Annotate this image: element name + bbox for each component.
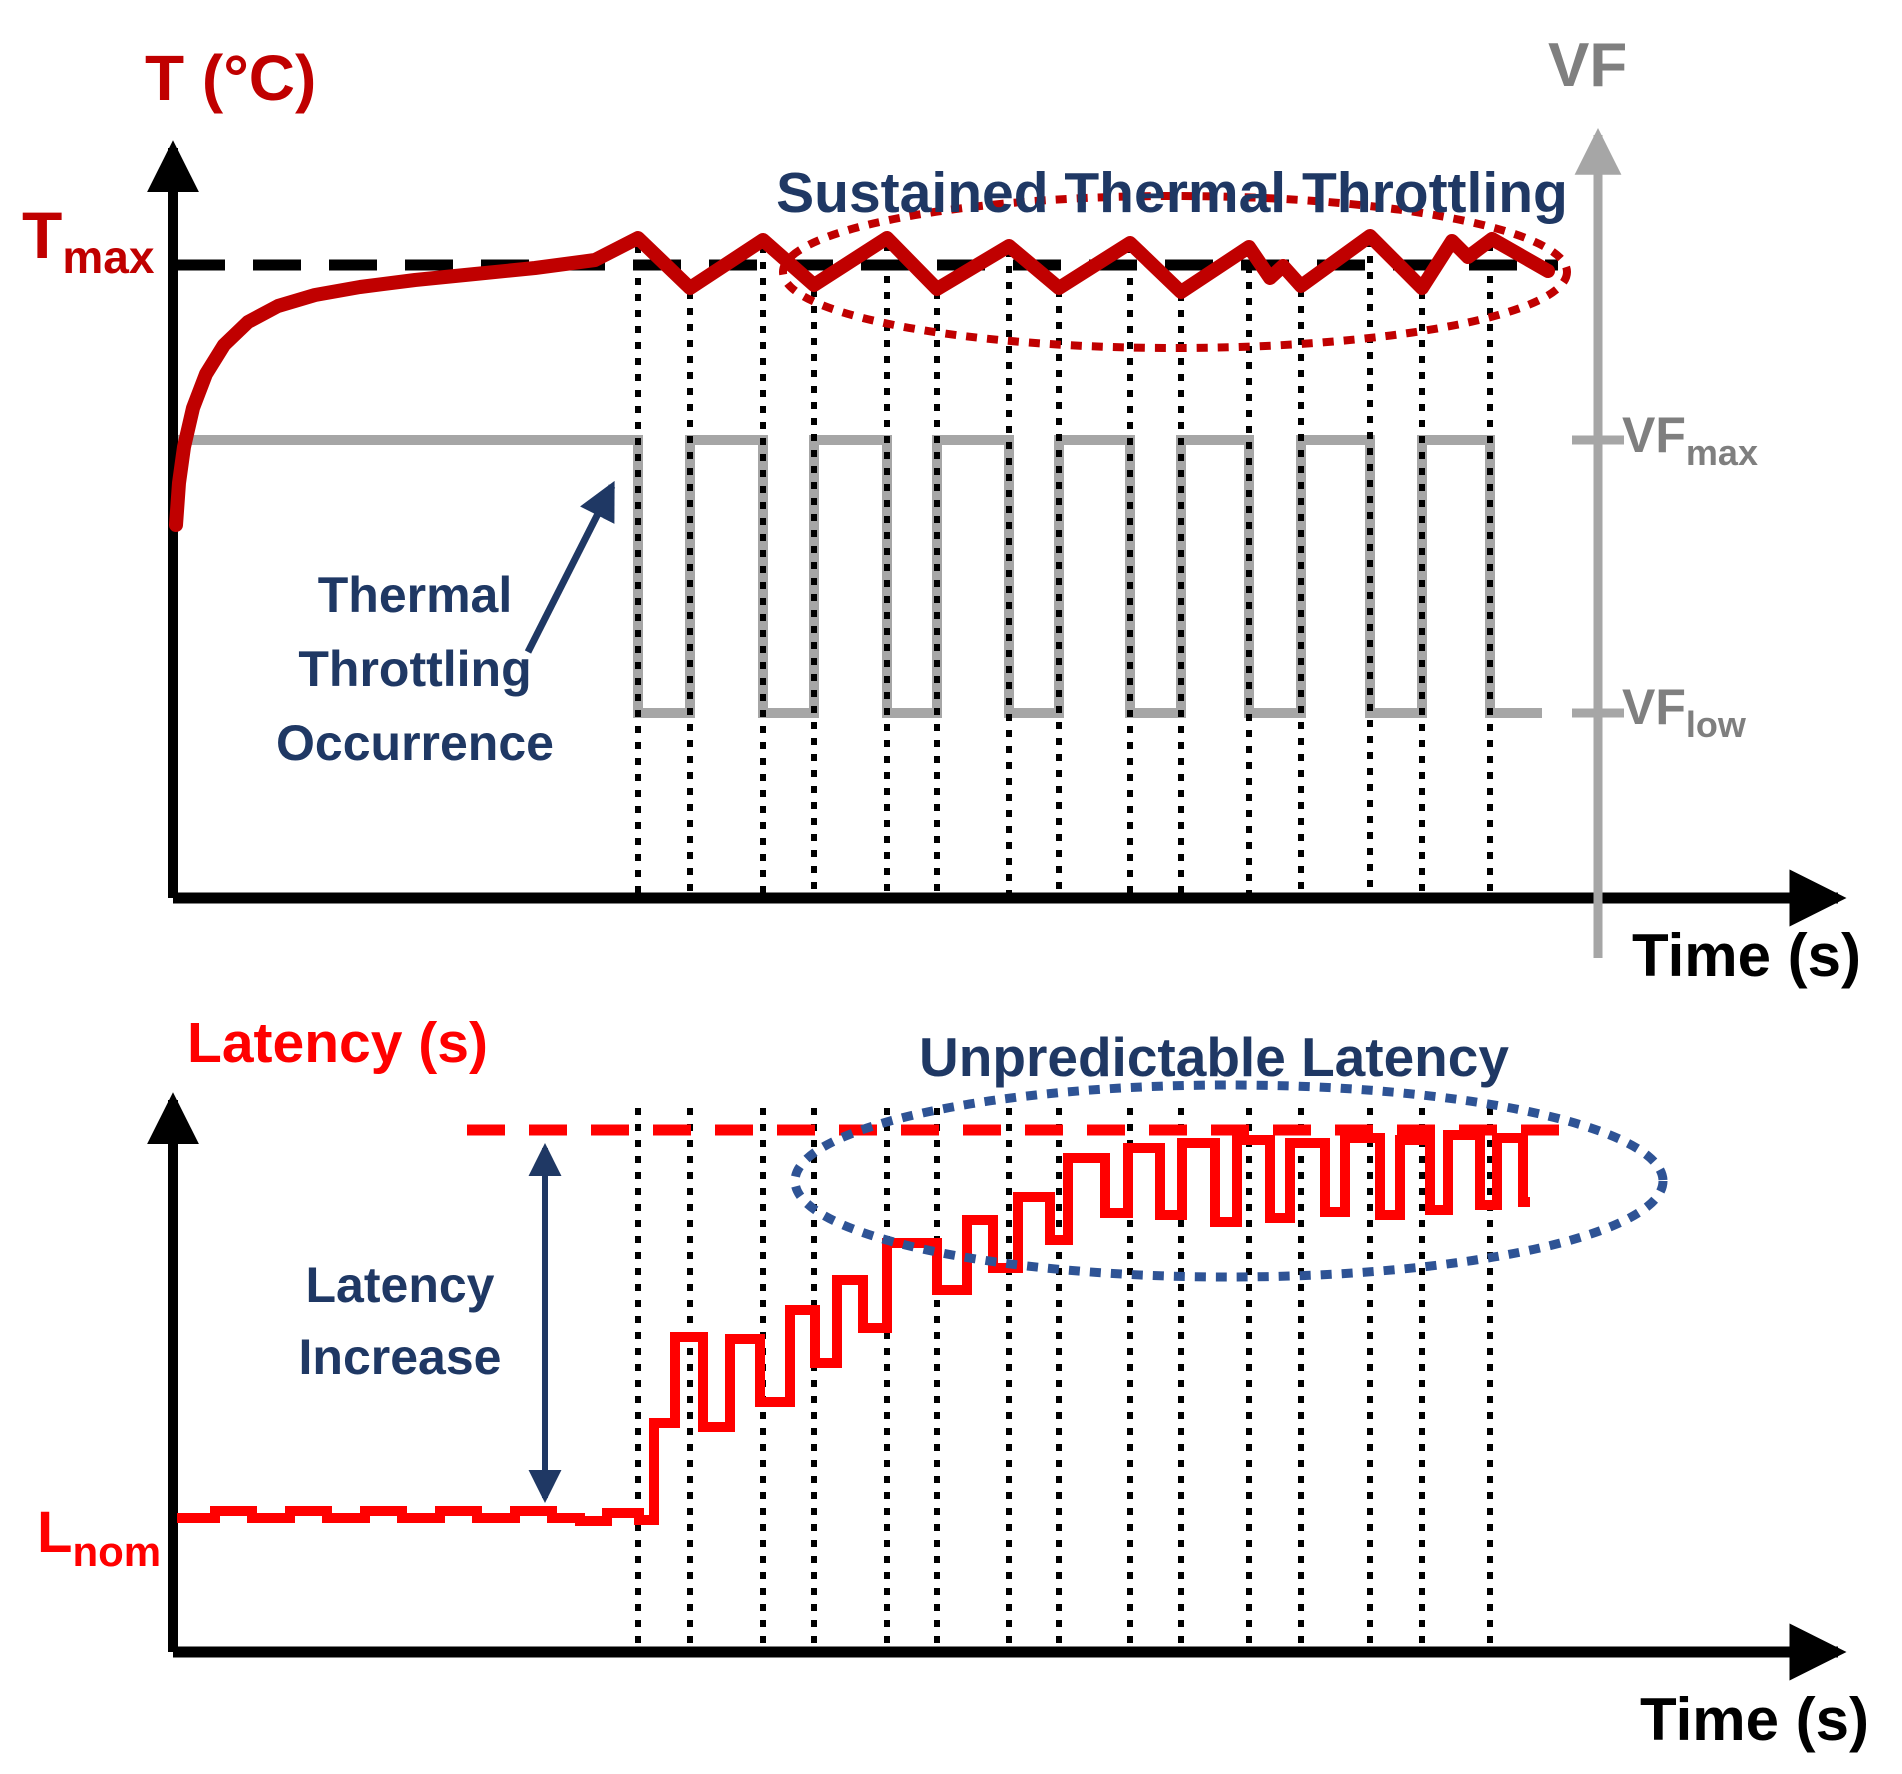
sustained-annotation: Sustained Thermal Throttling	[776, 161, 1568, 225]
increase-annotation-line1: Latency	[306, 1257, 495, 1313]
throttle-dotted-lines-top	[635, 240, 1493, 898]
tmax-label: Tmax	[22, 198, 155, 283]
throttle-dotted-lines-bottom	[635, 1108, 1493, 1648]
vf-waveform	[177, 435, 1542, 718]
top-time-axis-label: Time (s)	[1632, 922, 1861, 989]
temperature-curve-group	[169, 229, 1555, 532]
latency-axis-label: Latency (s)	[187, 1011, 488, 1075]
vf-axis-label: VF	[1548, 31, 1627, 100]
bottom-time-axis-label: Time (s)	[1640, 1686, 1869, 1753]
vfmax-label: VFmax	[1622, 407, 1758, 473]
occurrence-annotation-line1: Thermal	[318, 567, 513, 623]
vflow-label: VFlow	[1622, 679, 1747, 745]
latency-curve-group	[177, 1130, 1530, 1526]
sustained-ellipse-group	[779, 192, 1571, 352]
sustained-ellipse	[779, 192, 1571, 352]
top-chart: T (°C) Tmax VF VFmax VFlow Sustained The…	[22, 31, 1861, 989]
occurrence-annotation-line2: Throttling	[298, 641, 531, 697]
vf-waveform-group	[177, 435, 1542, 718]
increase-annotation-line2: Increase	[299, 1329, 502, 1385]
unpredictable-ellipse	[790, 1080, 1668, 1282]
lnom-label: Lnom	[37, 1500, 161, 1575]
temperature-curve	[169, 229, 1555, 532]
occurrence-arrow	[524, 480, 616, 654]
temperature-axis-label: T (°C)	[145, 42, 316, 114]
bottom-chart: Latency (s) Lnom Unpredictable Latency L…	[37, 1011, 1869, 1753]
unpredictable-annotation: Unpredictable Latency	[919, 1026, 1509, 1088]
occurrence-annotation-line3: Occurrence	[276, 715, 554, 771]
latency-curve	[177, 1130, 1530, 1526]
unpredictable-ellipse-group	[790, 1080, 1668, 1282]
